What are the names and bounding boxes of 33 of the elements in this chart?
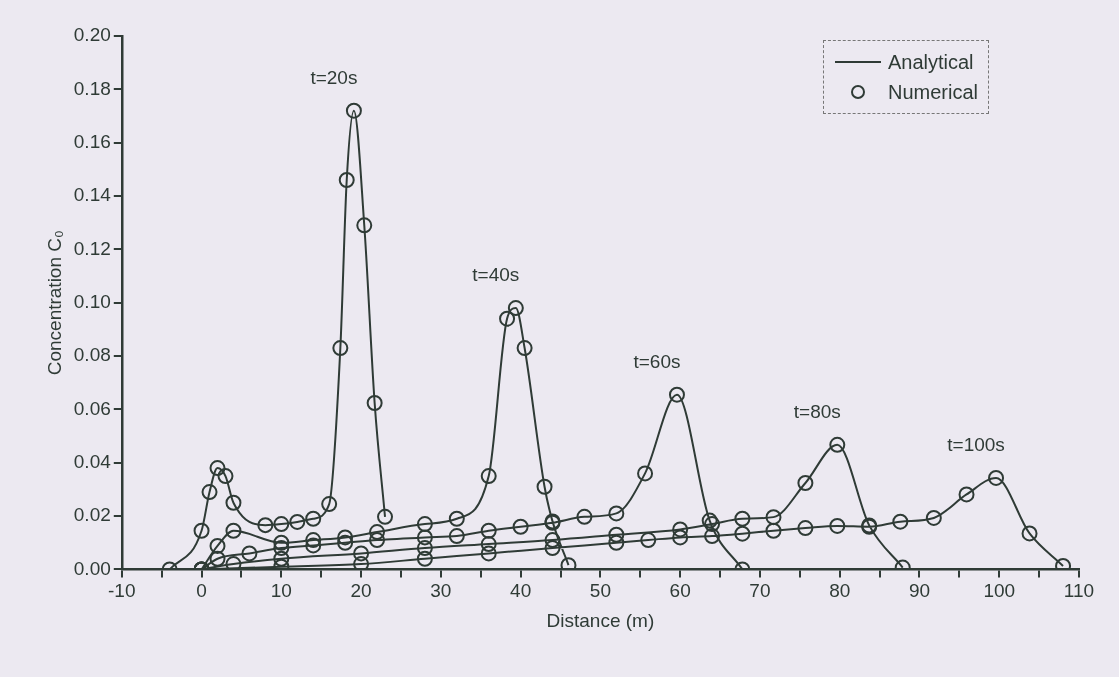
x-tick-label: 10 xyxy=(270,580,292,602)
x-tick-label: 100 xyxy=(983,580,1016,602)
legend-label: Analytical xyxy=(887,50,974,74)
y-tick-label: 0.14 xyxy=(73,184,112,206)
x-axis-title: Distance (m) xyxy=(546,609,655,631)
legend-label: Numerical xyxy=(887,80,978,104)
x-tick-label: 110 xyxy=(1063,580,1095,602)
annotation: t=100s xyxy=(947,434,1005,456)
y-tick-label: 0.12 xyxy=(73,237,111,259)
x-tick-label: 60 xyxy=(669,580,691,602)
y-tick-label: 0.16 xyxy=(73,130,111,152)
y-tick-label: 0.04 xyxy=(73,450,112,472)
x-tick-label: 50 xyxy=(589,580,611,602)
x-tick-label: 90 xyxy=(908,580,931,602)
y-tick-label: 0.20 xyxy=(73,24,111,46)
y-axis-title: Concentration C₀ xyxy=(43,230,65,376)
y-tick-label: 0.08 xyxy=(73,344,111,366)
y-tick-label: 0.00 xyxy=(73,557,111,579)
x-tick-label: 20 xyxy=(350,580,372,602)
y-tick-label: 0.06 xyxy=(73,397,111,419)
annotation: t=40s xyxy=(472,264,520,286)
x-tick-label: 80 xyxy=(829,580,851,602)
x-tick-label: 70 xyxy=(749,580,771,602)
x-tick-label: 40 xyxy=(510,580,532,602)
annotation: t=60s xyxy=(633,350,681,372)
x-tick-label: 0 xyxy=(196,580,207,602)
y-tick-label: 0.18 xyxy=(73,77,111,99)
x-tick-label: 30 xyxy=(430,580,452,602)
annotation: t=20s xyxy=(310,66,358,88)
y-tick-label: 0.02 xyxy=(73,504,111,526)
x-tick-label: -10 xyxy=(108,580,136,602)
annotation: t=80s xyxy=(793,401,841,423)
y-tick-label: 0.10 xyxy=(73,290,111,312)
